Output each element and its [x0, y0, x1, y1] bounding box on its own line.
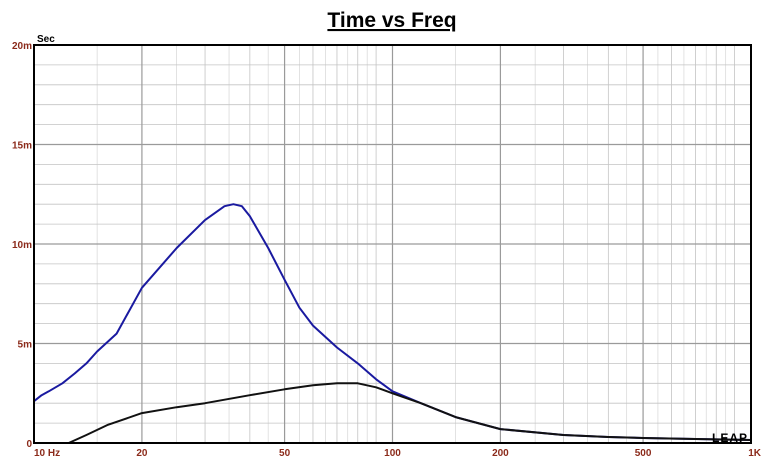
x-tick-labels: 10 Hz 20 50 100 200 500 1K: [34, 448, 762, 459]
x-tick-label: 100: [384, 448, 401, 459]
x-tick-label: 200: [492, 448, 509, 459]
x-tick-label: 20: [136, 448, 148, 459]
series-layer: [33, 203, 752, 444]
y-tick-label: 0: [26, 439, 32, 450]
x-tick-label: 500: [635, 448, 652, 459]
y-axis-unit-label: Sec: [37, 34, 55, 45]
x-tick-label: 10 Hz: [34, 448, 60, 459]
chart-title: Time vs Freq: [327, 9, 456, 32]
leap-logo: LEAP: [712, 431, 748, 445]
x-tick-label: 1K: [748, 448, 762, 459]
y-tick-labels: 0 5m 10m 15m 20m: [12, 41, 32, 450]
y-tick-label: 5m: [18, 340, 33, 351]
x-tick-label: 50: [279, 448, 291, 459]
series-line-2: [68, 382, 752, 444]
y-tick-label: 15m: [12, 141, 32, 152]
y-tick-label: 10m: [12, 240, 32, 251]
major-gridlines: [34, 45, 751, 443]
plot-frame: [33, 44, 752, 444]
y-tick-label: 20m: [12, 41, 32, 52]
